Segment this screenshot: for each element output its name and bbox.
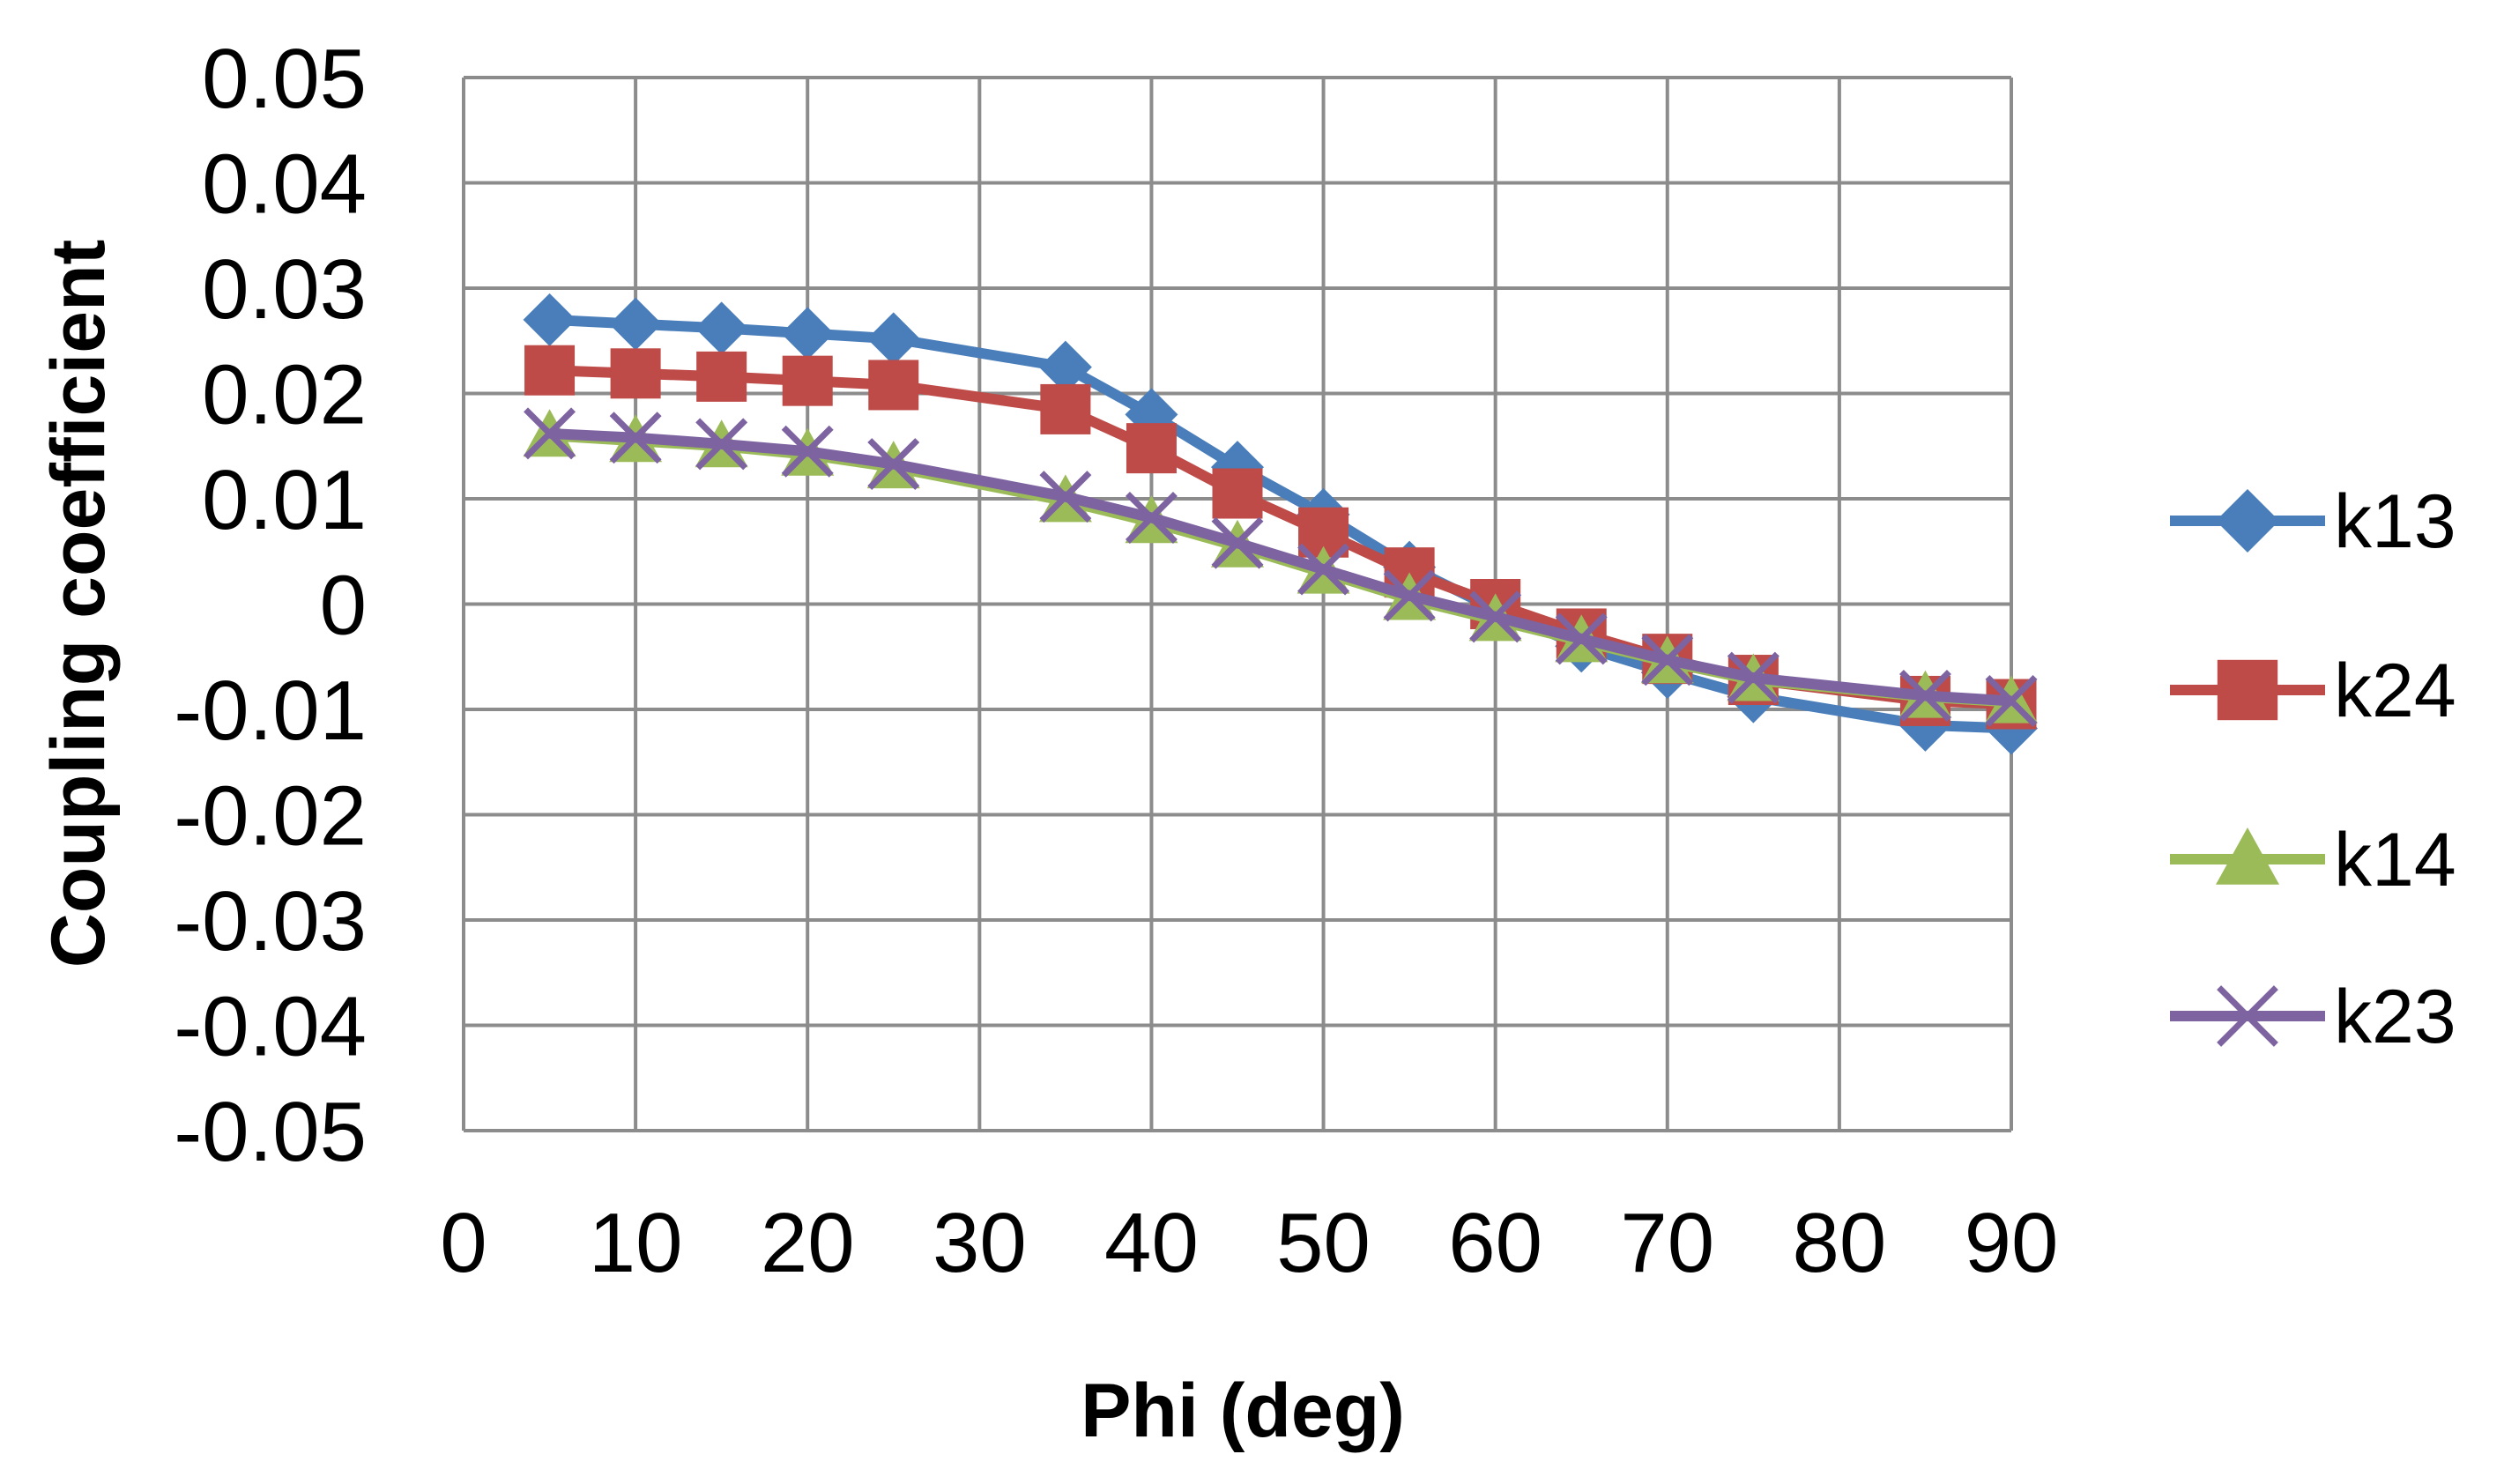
legend-label: k14 (2334, 818, 2456, 902)
series-k23 (524, 407, 2038, 727)
x-axis-title: Phi (deg) (1081, 1369, 1405, 1453)
series-line-k24 (549, 365, 2012, 710)
x-tick-label: 70 (1620, 1196, 1714, 1290)
y-tick-label: 0.04 (202, 137, 367, 232)
x-tick-label: 50 (1276, 1196, 1371, 1290)
data-point-k13 (695, 301, 748, 355)
data-point-k24 (1212, 468, 1263, 519)
grid (462, 76, 2013, 1132)
data-point-k23 (609, 412, 662, 464)
x-tick-label: 30 (932, 1196, 1027, 1290)
y-tick-label: 0.01 (202, 453, 367, 547)
data-point-k13 (1038, 340, 1092, 394)
legend: k13 k24 k14 k23 (2170, 479, 2456, 1059)
data-point-k13 (866, 312, 920, 366)
y-tick-label: 0.05 (202, 32, 367, 126)
data-point-k13 (523, 293, 576, 346)
legend-label: k23 (2334, 975, 2456, 1059)
data-point-k23 (1039, 471, 1092, 523)
data-point-k24 (868, 360, 919, 411)
data-point-k23 (695, 418, 748, 471)
legend-marker-k14 (2216, 827, 2279, 885)
legend-label: k13 (2334, 479, 2456, 564)
data-point-k23 (867, 438, 920, 491)
y-axis-ticks: 0.05 0.04 0.03 0.02 0.01 0 -0.01 -0.02 -0.03 -0.0… (174, 32, 367, 1179)
data-point-k23 (1898, 669, 1951, 722)
x-tick-label: 90 (1965, 1196, 2059, 1290)
legend-item-k14: k14 (2170, 818, 2456, 902)
data-point-k23 (1211, 516, 1264, 569)
y-tick-label: 0.02 (202, 348, 367, 442)
x-tick-label: 0 (440, 1196, 487, 1290)
data-point-k23 (1727, 651, 1780, 704)
data-point-k23 (1985, 674, 2038, 727)
data-point-k24 (524, 345, 576, 396)
legend-marker-k13 (2216, 489, 2279, 553)
series-line-k23 (549, 427, 2012, 707)
data-point-k23 (781, 425, 834, 478)
data-point-k24 (610, 348, 661, 399)
y-tick-label: -0.02 (174, 769, 367, 864)
series-line-k13 (549, 314, 2012, 734)
y-tick-label: -0.04 (174, 980, 367, 1074)
series-layer (523, 293, 2038, 755)
data-point-k13 (781, 307, 835, 360)
legend-label: k24 (2334, 649, 2456, 733)
data-point-k23 (1469, 590, 1522, 643)
data-point-k23 (524, 407, 576, 460)
y-tick-label: -0.03 (174, 874, 367, 968)
x-tick-label: 60 (1448, 1196, 1542, 1290)
series-k14 (523, 409, 2038, 723)
legend-item-k24: k24 (2170, 649, 2456, 733)
y-tick-label: -0.01 (174, 664, 367, 758)
legend-item-k13: k13 (2170, 479, 2456, 564)
data-point-k23 (1641, 634, 1694, 686)
y-tick-label: -0.05 (174, 1085, 367, 1179)
data-point-k13 (609, 297, 663, 351)
series-k24 (524, 345, 2037, 730)
data-point-k23 (1297, 543, 1350, 596)
data-point-k24 (696, 351, 747, 402)
data-point-k24 (1126, 423, 1177, 474)
x-tick-label: 80 (1792, 1196, 1886, 1290)
data-point-k23 (1383, 569, 1436, 622)
legend-marker-k23 (2217, 985, 2278, 1047)
legend-marker-k24 (2217, 659, 2278, 721)
y-tick-label: 0 (320, 559, 367, 653)
y-tick-label: 0.03 (202, 242, 367, 337)
x-tick-label: 40 (1104, 1196, 1199, 1290)
data-point-k23 (1125, 492, 1178, 544)
series-line-k14 (549, 430, 2012, 708)
y-axis-title: Coupling coefficient (36, 240, 121, 968)
x-tick-label: 10 (589, 1196, 683, 1290)
data-point-k24 (1040, 383, 1091, 434)
data-point-k23 (1555, 612, 1608, 665)
x-tick-label: 20 (761, 1196, 855, 1290)
legend-item-k23: k23 (2170, 975, 2456, 1059)
x-axis-ticks: 0 10 20 30 40 50 60 70 80 90 (440, 1196, 2058, 1290)
data-point-k24 (782, 355, 833, 406)
